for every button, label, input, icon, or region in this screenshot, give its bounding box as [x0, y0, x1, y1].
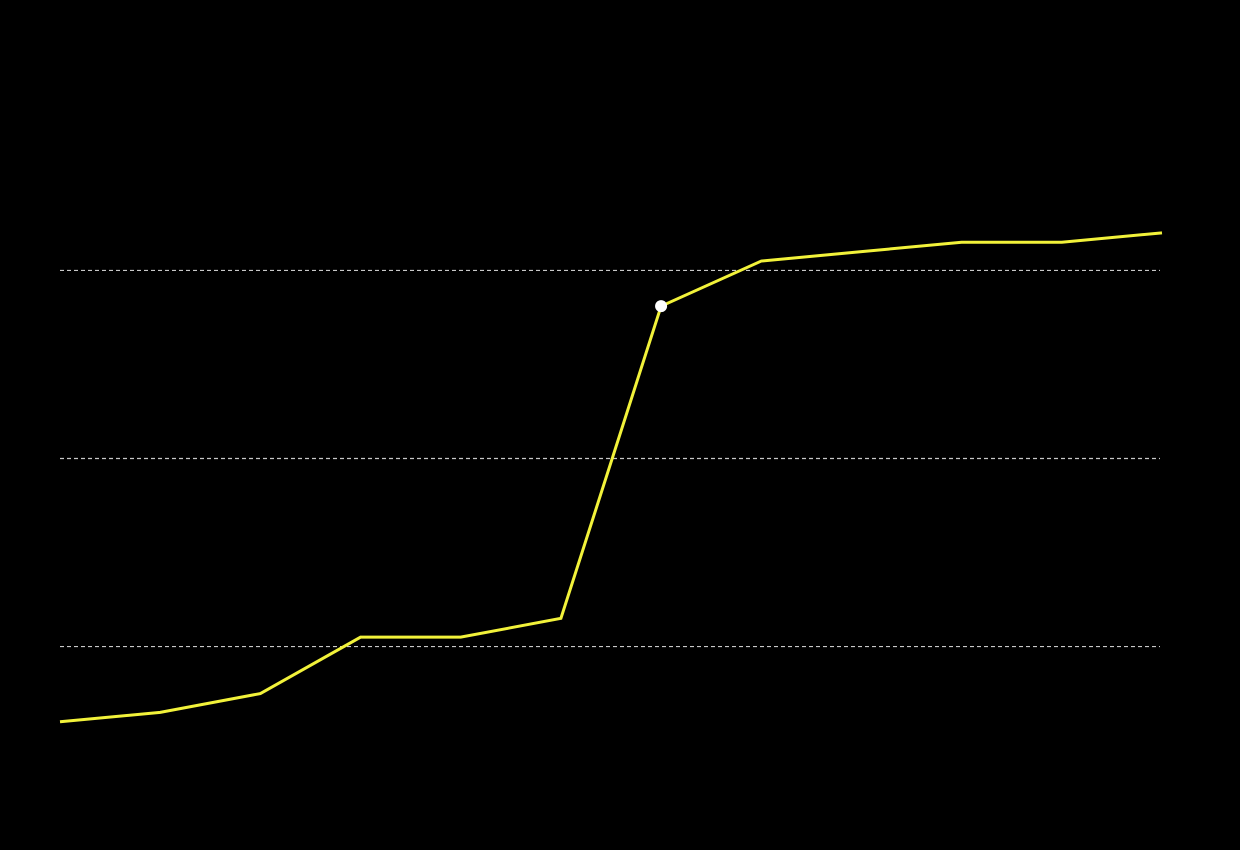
highlight-marker[interactable] [655, 300, 668, 313]
marker-layer [655, 300, 668, 313]
series-line-0 [59, 231, 1163, 724]
series-layer [59, 231, 1163, 724]
gridlines [60, 269, 1160, 648]
